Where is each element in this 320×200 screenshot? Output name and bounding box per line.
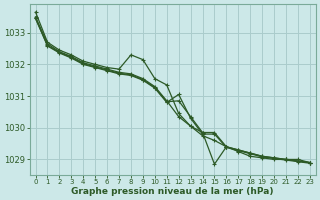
- X-axis label: Graphe pression niveau de la mer (hPa): Graphe pression niveau de la mer (hPa): [71, 187, 274, 196]
